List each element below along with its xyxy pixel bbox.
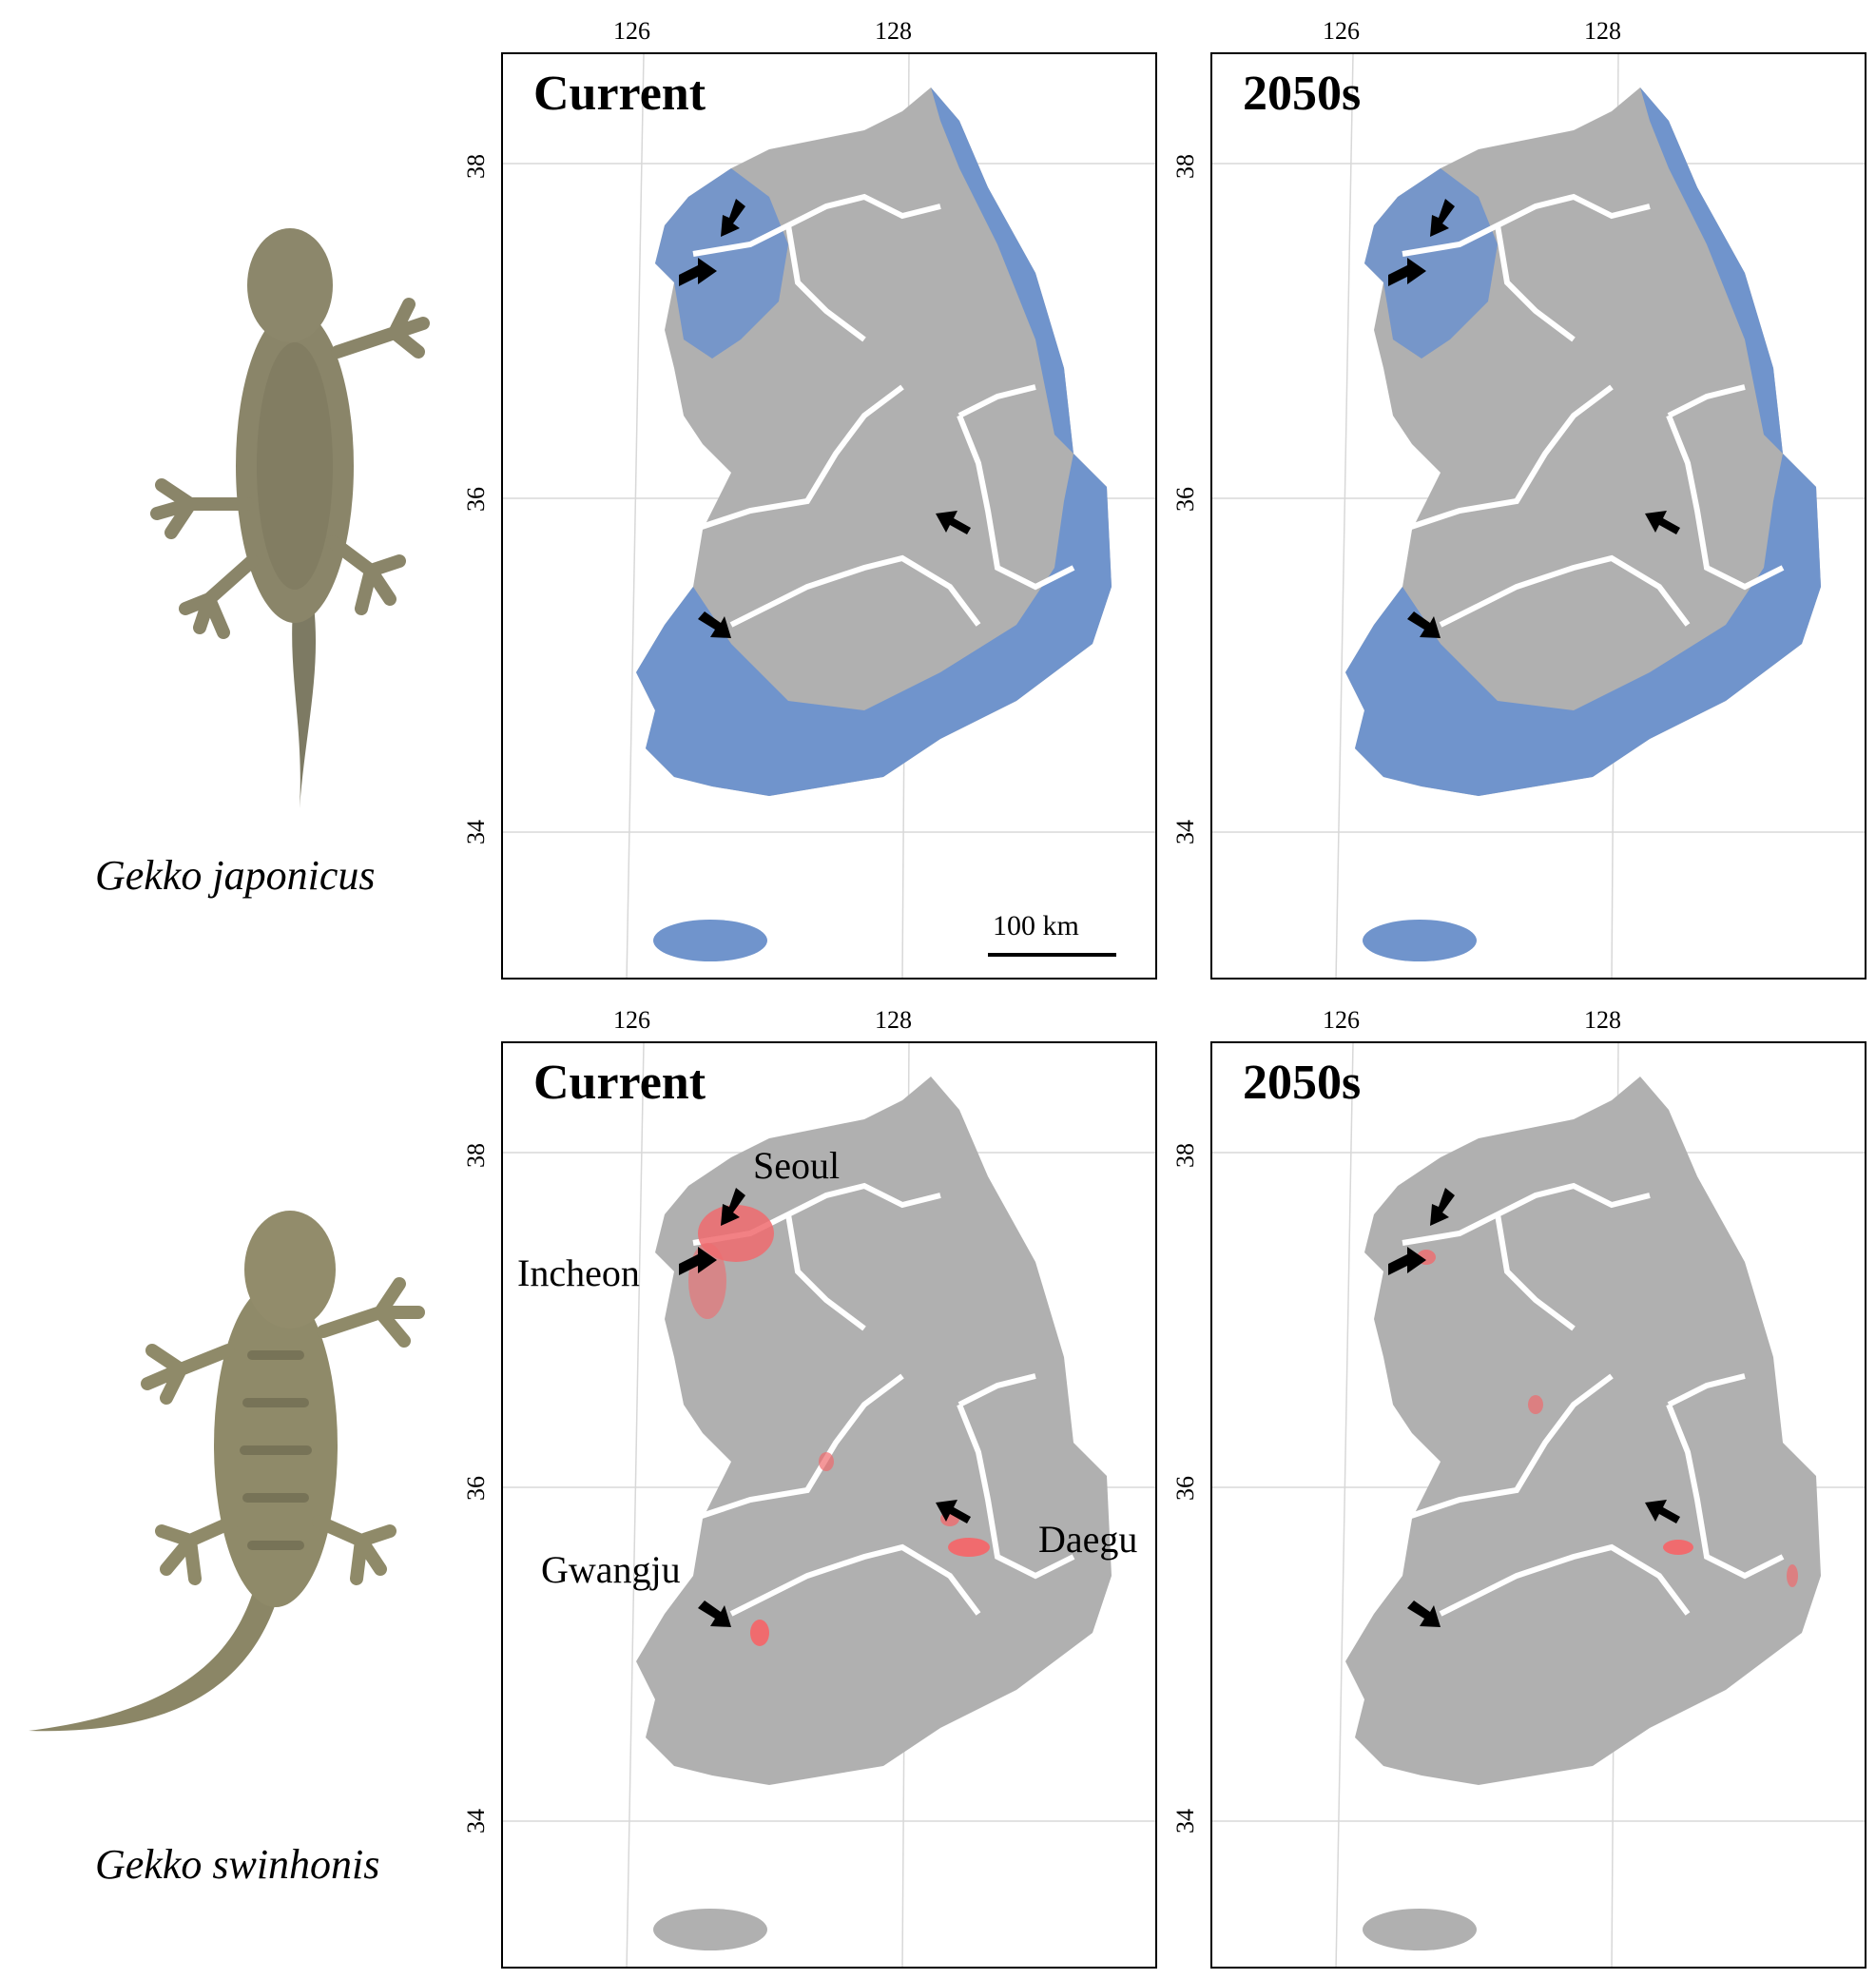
- panel-title: Current: [533, 67, 706, 121]
- lat-tick-38: 38: [462, 1143, 490, 1168]
- lat-tick-34: 34: [1171, 820, 1199, 844]
- arrow-icon: [936, 1500, 971, 1523]
- suitable-northwest: [655, 168, 788, 359]
- map-panel-swinhonis-current: Current Seoul Incheon Gwangju Daegu: [501, 1041, 1157, 1969]
- panel-title: 2050s: [1243, 67, 1362, 121]
- arrow-icon: [721, 199, 745, 237]
- lat-tick-34: 34: [1171, 1809, 1199, 1833]
- arrow-icon: [1430, 1188, 1455, 1226]
- lon-tick-128: 128: [875, 1006, 912, 1034]
- map-swinhonis-current: [503, 1043, 1155, 1967]
- lon-tick-128: 128: [1584, 1006, 1621, 1034]
- suitable-northwest: [1364, 168, 1498, 359]
- arrow-icon: [1645, 1500, 1680, 1523]
- suitable-patches: [1417, 1250, 1798, 1587]
- panel-title: 2050s: [1243, 1056, 1362, 1110]
- gecko-japonicus-photo: [143, 190, 447, 827]
- arrow-icon: [679, 258, 717, 286]
- map-japonicus-2050s: [1212, 54, 1865, 978]
- lat-tick-38: 38: [1171, 154, 1199, 179]
- map-swinhonis-2050s: [1212, 1043, 1865, 1967]
- lat-tick-36: 36: [1171, 487, 1199, 512]
- lat-tick-34: 34: [462, 1809, 490, 1833]
- lon-tick-126: 126: [1323, 17, 1360, 45]
- lat-tick-36: 36: [1171, 1476, 1199, 1501]
- jeju-island: [1363, 920, 1477, 961]
- lon-tick-126: 126: [613, 1006, 650, 1034]
- map-japonicus-current: [503, 54, 1155, 978]
- suitable-coast-south: [636, 454, 1112, 796]
- gecko-swinhonis-photo: [19, 1179, 447, 1788]
- lon-tick-128: 128: [1584, 17, 1621, 45]
- arrows: [1388, 199, 1680, 638]
- lat-tick-36: 36: [462, 487, 490, 512]
- city-label-seoul: Seoul: [753, 1144, 841, 1187]
- city-label-daegu: Daegu: [1038, 1518, 1138, 1561]
- arrows: [679, 199, 971, 638]
- lat-tick-38: 38: [462, 154, 490, 179]
- lat-tick-36: 36: [462, 1476, 490, 1501]
- city-label-incheon: Incheon: [517, 1251, 640, 1294]
- scale-bar-label: 100 km: [993, 910, 1079, 941]
- map-panel-japonicus-2050s: 2050s: [1210, 52, 1866, 980]
- arrows: [1388, 1188, 1680, 1627]
- map-panel-swinhonis-2050s: 2050s: [1210, 1041, 1866, 1969]
- arrow-icon: [1407, 611, 1441, 638]
- panel-title: Current: [533, 1056, 706, 1110]
- jeju-island: [653, 920, 767, 961]
- arrow-icon: [1388, 1247, 1426, 1275]
- arrow-icon: [1407, 1601, 1441, 1627]
- lon-tick-126: 126: [613, 17, 650, 45]
- arrow-icon: [721, 1188, 745, 1226]
- lon-tick-126: 126: [1323, 1006, 1360, 1034]
- korea-land: [1345, 1077, 1821, 1785]
- arrow-icon: [1430, 199, 1455, 237]
- suitable-coast-east: [1640, 87, 1783, 454]
- arrow-icon: [1645, 511, 1680, 534]
- map-panel-japonicus-current: Current 100 km: [501, 52, 1157, 980]
- lat-tick-38: 38: [1171, 1143, 1199, 1168]
- arrows: [679, 1188, 971, 1627]
- rivers: [1402, 193, 1785, 628]
- arrow-icon: [698, 1601, 731, 1627]
- suitable-coast-east: [931, 87, 1073, 454]
- city-label-gwangju: Gwangju: [541, 1548, 681, 1591]
- rivers: [692, 193, 1075, 628]
- korea-land: [636, 1077, 1112, 1785]
- species-name-japonicus: Gekko japonicus: [95, 852, 376, 899]
- suitable-coast-south: [1345, 454, 1821, 796]
- arrow-icon: [679, 1247, 717, 1275]
- lon-tick-128: 128: [875, 17, 912, 45]
- arrow-icon: [936, 511, 971, 534]
- arrow-icon: [698, 611, 731, 638]
- jeju-island: [653, 1909, 767, 1950]
- species-name-swinhonis: Gekko swinhonis: [95, 1841, 380, 1888]
- rivers: [1402, 1182, 1785, 1617]
- arrow-icon: [1388, 258, 1426, 286]
- lat-tick-34: 34: [462, 820, 490, 844]
- jeju-island: [1363, 1909, 1477, 1950]
